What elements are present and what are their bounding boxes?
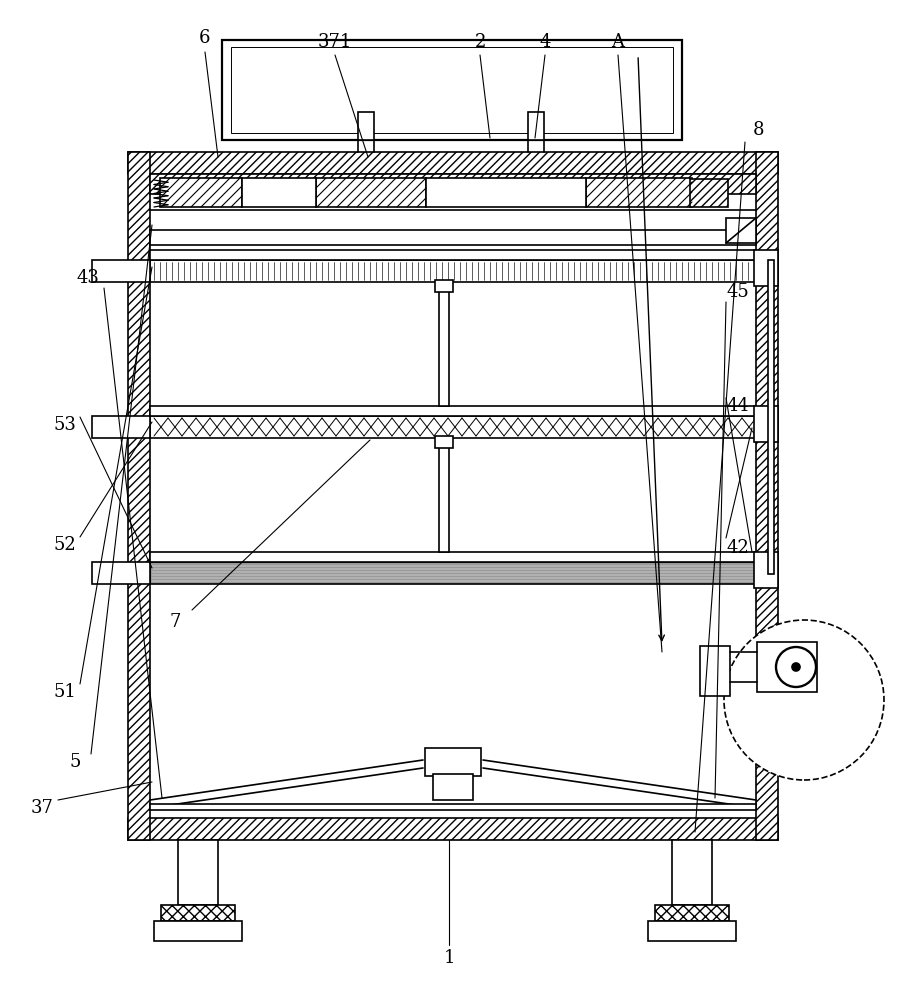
Bar <box>754 406 778 442</box>
Bar <box>150 250 756 260</box>
Bar <box>160 178 242 207</box>
Text: 43: 43 <box>76 269 100 287</box>
Text: 1: 1 <box>443 949 455 967</box>
Text: 45: 45 <box>726 283 750 301</box>
Circle shape <box>724 620 884 780</box>
Text: 37: 37 <box>31 799 53 817</box>
Text: 7: 7 <box>169 613 181 631</box>
Bar <box>690 179 728 207</box>
Bar <box>756 152 778 840</box>
Bar <box>768 260 774 574</box>
Bar <box>92 260 150 282</box>
Bar <box>700 646 730 696</box>
Bar <box>150 174 756 194</box>
Bar <box>161 905 235 921</box>
Bar <box>754 250 778 286</box>
Bar <box>672 840 712 905</box>
Text: 44: 44 <box>726 397 750 415</box>
Bar <box>586 178 692 207</box>
Bar <box>754 552 778 588</box>
Bar <box>222 40 682 140</box>
Bar <box>150 406 756 416</box>
Bar <box>154 921 242 941</box>
Text: 8: 8 <box>752 121 764 139</box>
Circle shape <box>776 647 816 687</box>
Bar <box>655 905 729 921</box>
Bar <box>150 416 756 438</box>
Bar <box>316 178 426 207</box>
Bar <box>150 260 756 282</box>
Bar <box>433 774 473 800</box>
Bar <box>128 152 150 840</box>
Text: 51: 51 <box>54 683 76 701</box>
Bar <box>757 642 817 692</box>
Text: A: A <box>611 33 625 51</box>
Bar <box>726 218 756 243</box>
Text: 2: 2 <box>475 33 485 51</box>
Bar <box>435 280 453 292</box>
Bar <box>178 840 218 905</box>
Bar <box>648 921 736 941</box>
Bar <box>425 748 481 776</box>
Text: 4: 4 <box>539 33 551 51</box>
Bar <box>150 552 756 562</box>
Bar <box>426 178 586 207</box>
Bar <box>231 47 673 133</box>
Bar <box>528 112 544 140</box>
Text: 6: 6 <box>200 29 210 47</box>
Circle shape <box>792 663 800 671</box>
Bar <box>128 818 778 840</box>
Bar <box>150 804 756 810</box>
Bar <box>150 230 756 245</box>
Text: 53: 53 <box>54 416 76 434</box>
Bar <box>435 436 453 448</box>
Bar <box>439 284 449 406</box>
Bar <box>439 440 449 552</box>
Bar <box>242 178 316 207</box>
Bar <box>128 152 778 174</box>
Bar <box>150 562 756 584</box>
Bar <box>358 112 374 140</box>
Text: 5: 5 <box>69 753 81 771</box>
Text: 52: 52 <box>54 536 76 554</box>
Text: 42: 42 <box>726 539 750 557</box>
Text: 371: 371 <box>318 33 352 51</box>
Bar <box>92 562 150 584</box>
Bar <box>92 416 150 438</box>
